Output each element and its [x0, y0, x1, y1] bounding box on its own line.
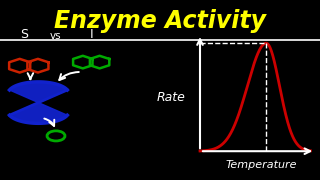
Text: Enzyme Activity: Enzyme Activity	[54, 9, 266, 33]
Text: Rate: Rate	[157, 91, 186, 104]
Text: vs: vs	[50, 30, 62, 40]
Text: I: I	[89, 28, 93, 40]
Polygon shape	[10, 82, 67, 123]
Text: Temperature: Temperature	[225, 160, 297, 170]
Text: S: S	[20, 28, 28, 40]
